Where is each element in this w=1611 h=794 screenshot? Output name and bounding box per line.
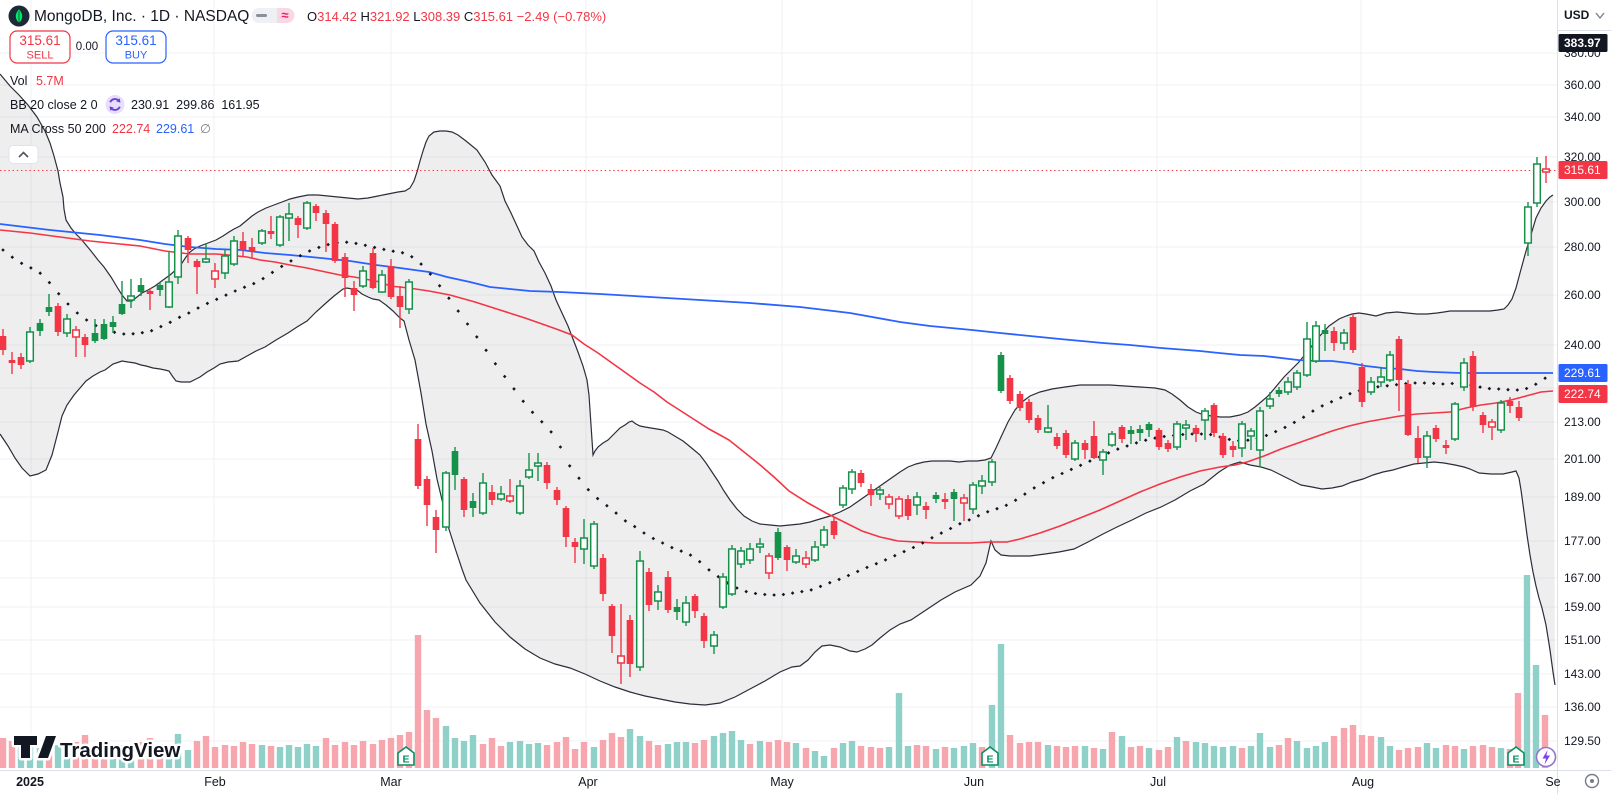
svg-text:167.00: 167.00 [1564,571,1601,585]
svg-text:BUY: BUY [125,50,148,62]
svg-text:SELL: SELL [27,50,54,62]
svg-text:Vol: Vol [10,74,27,88]
svg-text:340.00: 340.00 [1564,110,1601,124]
svg-text:2025: 2025 [16,775,44,789]
svg-text:Jul: Jul [1150,775,1166,789]
svg-text:E: E [1512,754,1519,766]
svg-text:240.00: 240.00 [1564,338,1601,352]
svg-text:MA Cross 50 200: MA Cross 50 200 [10,122,106,136]
svg-text:315.61: 315.61 [19,33,60,48]
svg-text:360.00: 360.00 [1564,78,1601,92]
svg-text:BB 20 close 2 0: BB 20 close 2 0 [10,98,98,112]
svg-text:229.61: 229.61 [1564,366,1601,380]
svg-text:189.00: 189.00 [1564,490,1601,504]
svg-text:222.74: 222.74 [1564,387,1601,401]
svg-text:E: E [402,754,409,766]
svg-text:Feb: Feb [204,775,226,789]
svg-text:∅: ∅ [200,122,211,136]
svg-text:MongoDB, Inc. · 1D · NASDAQ: MongoDB, Inc. · 1D · NASDAQ [34,8,249,25]
svg-text:E: E [986,754,993,766]
svg-text:Mar: Mar [380,775,402,789]
svg-text:320.00: 320.00 [1564,150,1601,164]
svg-text:260.00: 260.00 [1564,288,1601,302]
svg-text:≈: ≈ [281,8,288,23]
svg-text:May: May [770,775,794,789]
svg-text:280.00: 280.00 [1564,240,1601,254]
svg-text:159.00: 159.00 [1564,600,1601,614]
svg-text:136.00: 136.00 [1564,700,1601,714]
svg-text:Apr: Apr [578,775,597,789]
svg-text:O314.42 H321.92 L308.39 C315.6: O314.42 H321.92 L308.39 C315.61 −2.49 (−… [307,9,606,24]
svg-text:TradingView: TradingView [60,739,180,762]
svg-text:5.7M: 5.7M [36,74,64,88]
svg-text:229.61: 229.61 [156,122,194,136]
svg-text:151.00: 151.00 [1564,633,1601,647]
svg-text:0.00: 0.00 [76,41,98,53]
svg-text:USD: USD [1564,8,1590,22]
svg-text:143.00: 143.00 [1564,667,1601,681]
svg-text:213.00: 213.00 [1564,415,1601,429]
svg-text:Aug: Aug [1352,775,1374,789]
svg-text:230.91 299.86 161.95: 230.91 299.86 161.95 [131,98,260,112]
svg-text:222.74: 222.74 [112,122,150,136]
svg-text:Se: Se [1545,775,1560,789]
svg-text:300.00: 300.00 [1564,195,1601,209]
svg-text:383.97: 383.97 [1564,36,1601,50]
svg-text:Jun: Jun [964,775,984,789]
svg-text:177.00: 177.00 [1564,534,1601,548]
svg-text:315.61: 315.61 [115,33,156,48]
svg-text:129.50: 129.50 [1564,734,1601,748]
svg-text:201.00: 201.00 [1564,452,1601,466]
svg-text:315.61: 315.61 [1564,163,1601,177]
